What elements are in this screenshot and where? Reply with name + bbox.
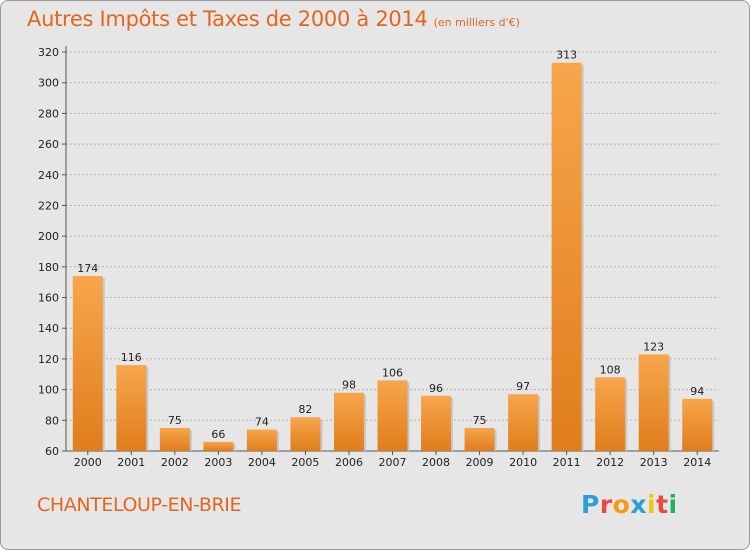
bar	[203, 441, 234, 451]
bar-value-label: 74	[255, 416, 269, 429]
bar	[595, 377, 626, 451]
logo-letter: r	[599, 490, 613, 519]
bar	[421, 395, 452, 451]
bar-value-label: 106	[382, 366, 403, 379]
bar-value-label: 96	[429, 382, 443, 395]
x-tick-label: 2011	[553, 456, 581, 469]
logo-letter: P	[581, 490, 600, 519]
x-tick-label: 2013	[640, 456, 668, 469]
y-tick-label: 60	[45, 445, 59, 458]
bar	[682, 398, 713, 451]
bar	[290, 417, 321, 451]
y-tick-label: 100	[38, 384, 59, 397]
x-tick-label: 2010	[509, 456, 537, 469]
y-tick-label: 80	[45, 414, 59, 427]
bar	[116, 365, 147, 451]
x-tick-label: 2009	[466, 456, 494, 469]
bar-value-label: 66	[211, 428, 225, 441]
y-tick-label: 160	[38, 292, 59, 305]
bar-value-label: 82	[298, 403, 312, 416]
x-tick-label: 2014	[683, 456, 711, 469]
bar-value-label: 94	[690, 385, 704, 398]
y-tick-label: 260	[38, 138, 59, 151]
y-tick-label: 320	[38, 46, 59, 59]
x-tick-label: 2004	[248, 456, 276, 469]
bar	[72, 276, 103, 451]
x-tick-label: 2005	[291, 456, 319, 469]
chart-subtitle: (en milliers d'€)	[433, 16, 520, 29]
x-tick-label: 2000	[74, 456, 102, 469]
logo-letter: x	[630, 490, 647, 519]
bar	[333, 392, 364, 451]
bar	[464, 427, 495, 451]
bar	[638, 354, 669, 451]
logo-letter: t	[656, 490, 669, 519]
proxiti-logo: Proxiti	[581, 490, 678, 519]
chart-title: Autres Impôts et Taxes de 2000 à 2014 (en…	[27, 7, 520, 31]
y-tick-label: 180	[38, 261, 59, 274]
bar	[159, 427, 190, 451]
bar-value-label: 75	[473, 414, 487, 427]
x-tick-label: 2007	[379, 456, 407, 469]
x-tick-label: 2012	[596, 456, 624, 469]
bar-value-label: 116	[121, 351, 142, 364]
x-tick-label: 2003	[204, 456, 232, 469]
bar-value-label: 75	[168, 414, 182, 427]
bar-value-label: 123	[643, 340, 664, 353]
logo-letter: i	[647, 490, 657, 519]
bar	[508, 394, 539, 451]
bar	[377, 380, 408, 451]
x-tick-label: 2002	[161, 456, 189, 469]
bar-value-label: 98	[342, 379, 356, 392]
bar	[551, 62, 582, 451]
bar-value-label: 313	[556, 49, 577, 62]
chart-title-text: Autres Impôts et Taxes de 2000 à 2014	[27, 7, 428, 31]
y-tick-label: 200	[38, 230, 59, 243]
x-tick-label: 2001	[117, 456, 145, 469]
logo-letter: o	[612, 490, 631, 519]
city-name: CHANTELOUP-EN-BRIE	[37, 494, 242, 516]
logo-letter: i	[668, 490, 678, 519]
y-tick-label: 300	[38, 77, 59, 90]
y-tick-label: 120	[38, 353, 59, 366]
bar-value-label: 174	[77, 262, 98, 275]
bar-value-label: 108	[600, 363, 621, 376]
x-tick-label: 2006	[335, 456, 363, 469]
x-tick-label: 2008	[422, 456, 450, 469]
y-tick-label: 240	[38, 169, 59, 182]
y-tick-label: 220	[38, 199, 59, 212]
y-tick-label: 280	[38, 107, 59, 120]
bar	[246, 429, 277, 451]
bar-value-label: 97	[516, 380, 530, 393]
y-tick-label: 140	[38, 322, 59, 335]
